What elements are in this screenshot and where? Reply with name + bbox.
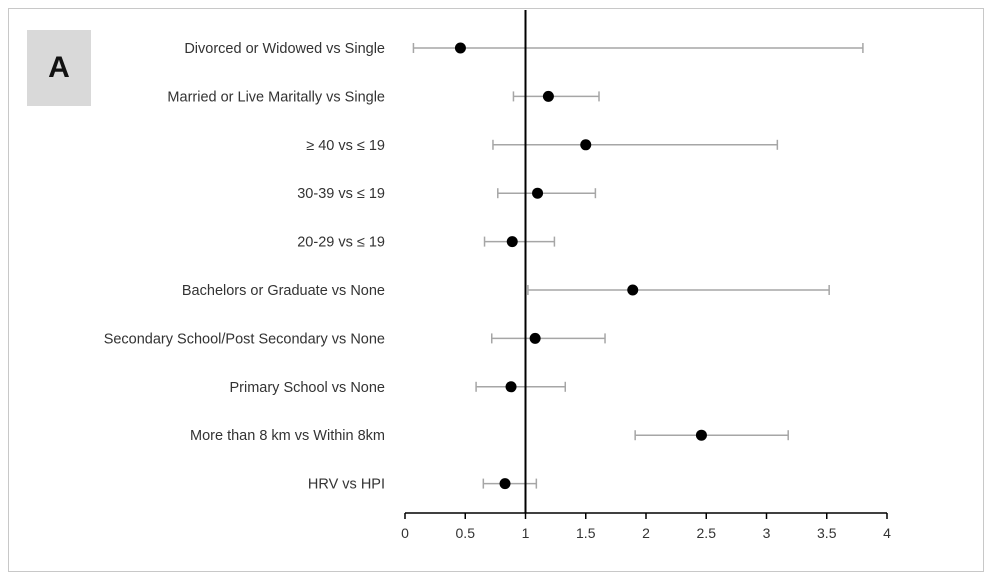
point-estimate	[695, 429, 707, 441]
row-labels: Divorced or Widowed vs Single Married or …	[104, 41, 385, 493]
row-label: HRV vs HPI	[308, 477, 385, 493]
x-tick-label: 3.5	[817, 525, 837, 541]
x-tick-label: 1.5	[576, 525, 596, 541]
panel-label: A	[27, 30, 91, 106]
row-label: More than 8 km vs Within 8km	[190, 428, 385, 444]
x-tick-label: 2.5	[697, 525, 717, 541]
row-label: 30-39 vs ≤ 19	[297, 186, 385, 202]
x-tick-label: 3	[763, 525, 771, 541]
confidence-intervals	[412, 43, 864, 489]
row-label: 20-29 vs ≤ 19	[297, 235, 385, 251]
x-tick-label: 1	[522, 525, 530, 541]
row-label: ≥ 40 vs ≤ 19	[306, 138, 385, 154]
point-estimate	[506, 236, 518, 248]
x-tick-label: 4	[883, 525, 891, 541]
x-axis: 0 0.5 1 1.5 2 2.5 3 3.5 4	[401, 512, 891, 541]
row-label: Secondary School/Post Secondary vs None	[104, 331, 385, 347]
row-label: Divorced or Widowed vs Single	[184, 41, 385, 57]
row-label: Primary School vs None	[229, 380, 385, 396]
point-estimate	[505, 381, 517, 393]
point-estimate	[580, 139, 592, 151]
point-estimate	[532, 187, 544, 199]
point-estimate	[499, 478, 511, 490]
x-tick-label: 0.5	[456, 525, 476, 541]
row-label: Bachelors or Graduate vs None	[182, 283, 385, 299]
point-estimate	[627, 284, 639, 296]
x-tick-label: 2	[642, 525, 650, 541]
row-label: Married or Live Maritally vs Single	[167, 89, 385, 105]
point-estimate	[454, 42, 466, 54]
point-estimate	[542, 90, 554, 102]
point-estimate	[529, 332, 541, 344]
point-estimates	[454, 42, 707, 490]
x-tick-label: 0	[401, 525, 409, 541]
